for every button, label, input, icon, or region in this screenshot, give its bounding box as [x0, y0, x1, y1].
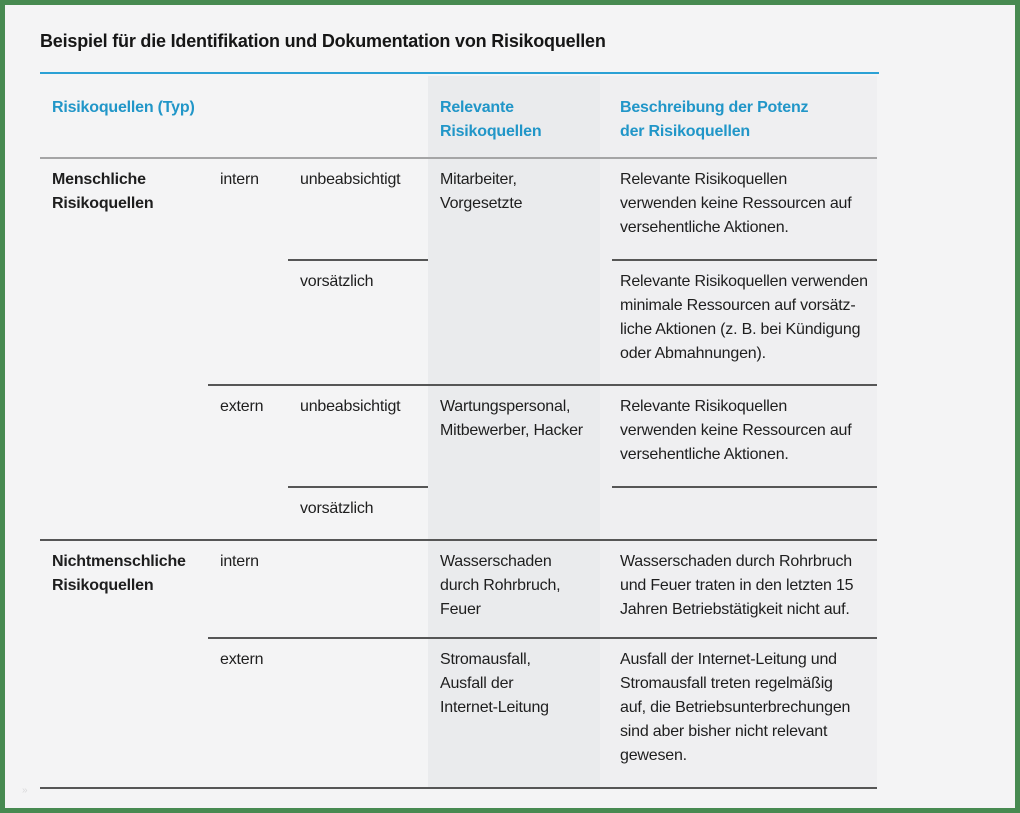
cell-intent — [288, 537, 428, 635]
section-separator-line — [40, 539, 877, 541]
table-row: Menschliche Risikoquellen intern unbeabs… — [40, 155, 879, 257]
cell-description — [600, 484, 879, 537]
cell-origin: extern — [220, 651, 264, 668]
beschreibung-column-band — [600, 76, 877, 787]
table-row: Nichtmenschliche Risikoquellen intern Wa… — [40, 537, 879, 635]
page-title: Beispiel für die Identifikation und Doku… — [40, 31, 606, 51]
row-separator-line — [288, 259, 428, 261]
table-row: extern Stromausfall, Ausfall der Interne… — [40, 635, 879, 787]
cell-sources: Wartungspersonal, Mitbewerber, Hacker — [440, 398, 583, 439]
cell-description: Ausfall der Internet-Leitung und Stromau… — [620, 651, 851, 764]
cell-intent: unbeabsichtigt — [300, 171, 401, 188]
cell-description: Wasserschaden durch Rohrbruch und Feuer … — [620, 553, 854, 618]
risk-table: Risikoquellen (Typ) Relevante Risikoquel… — [40, 72, 879, 789]
row-separator-line — [208, 384, 877, 386]
table-header-row: Risikoquellen (Typ) Relevante Risikoquel… — [40, 74, 879, 155]
cell-description: Relevante Risikoquellen verwenden minima… — [620, 273, 868, 362]
cell-intent: unbeabsichtigt — [300, 398, 401, 415]
cell-sources: Wasserschaden durch Rohrbruch, Feuer — [440, 553, 561, 618]
cell-sources: Mitarbeiter, Vorgesetzte — [440, 171, 523, 212]
header-risikoquellen-typ: Risikoquellen (Typ) — [52, 99, 195, 116]
table-row: vorsätzlich — [40, 484, 879, 537]
cell-origin: intern — [220, 171, 259, 188]
row-separator-line — [288, 486, 428, 488]
cell-group — [40, 484, 208, 537]
cell-origin — [208, 257, 288, 382]
table-row: extern unbeabsichtigt Wartungspersonal, … — [40, 382, 879, 484]
cell-group: Menschliche Risikoquellen — [52, 171, 154, 212]
table-bottom-line — [40, 787, 877, 789]
table-row: vorsätzlich Relevante Risikoquellen verw… — [40, 257, 879, 382]
cell-description: Relevante Risikoquellen verwenden keine … — [620, 398, 852, 463]
cell-group — [40, 382, 208, 484]
cell-group — [40, 257, 208, 382]
cell-origin — [208, 484, 288, 537]
cell-sources — [428, 484, 600, 537]
header-relevante-risikoquellen: Relevante Risikoquellen — [440, 99, 542, 140]
row-separator-line — [208, 637, 877, 639]
row-separator-line — [612, 486, 877, 488]
cell-group: Nichtmenschliche Risikoquellen — [52, 553, 186, 594]
cell-group — [40, 635, 208, 787]
cell-intent — [288, 635, 428, 787]
cell-origin: extern — [220, 398, 264, 415]
relevante-column-band — [428, 76, 600, 787]
cell-intent: vorsätzlich — [300, 500, 374, 517]
cell-sources — [428, 257, 600, 382]
cell-intent: vorsätzlich — [300, 273, 374, 290]
cell-description: Relevante Risikoquellen verwenden keine … — [620, 171, 852, 236]
header-beschreibung-potenz: Beschreibung der Potenz der Risikoquelle… — [620, 99, 809, 140]
corner-artifact: » — [22, 785, 28, 796]
header-separator-line — [40, 157, 877, 159]
cell-sources: Stromausfall, Ausfall der Internet-Leitu… — [440, 651, 549, 716]
row-separator-line — [612, 259, 877, 261]
cell-origin: intern — [220, 553, 259, 570]
